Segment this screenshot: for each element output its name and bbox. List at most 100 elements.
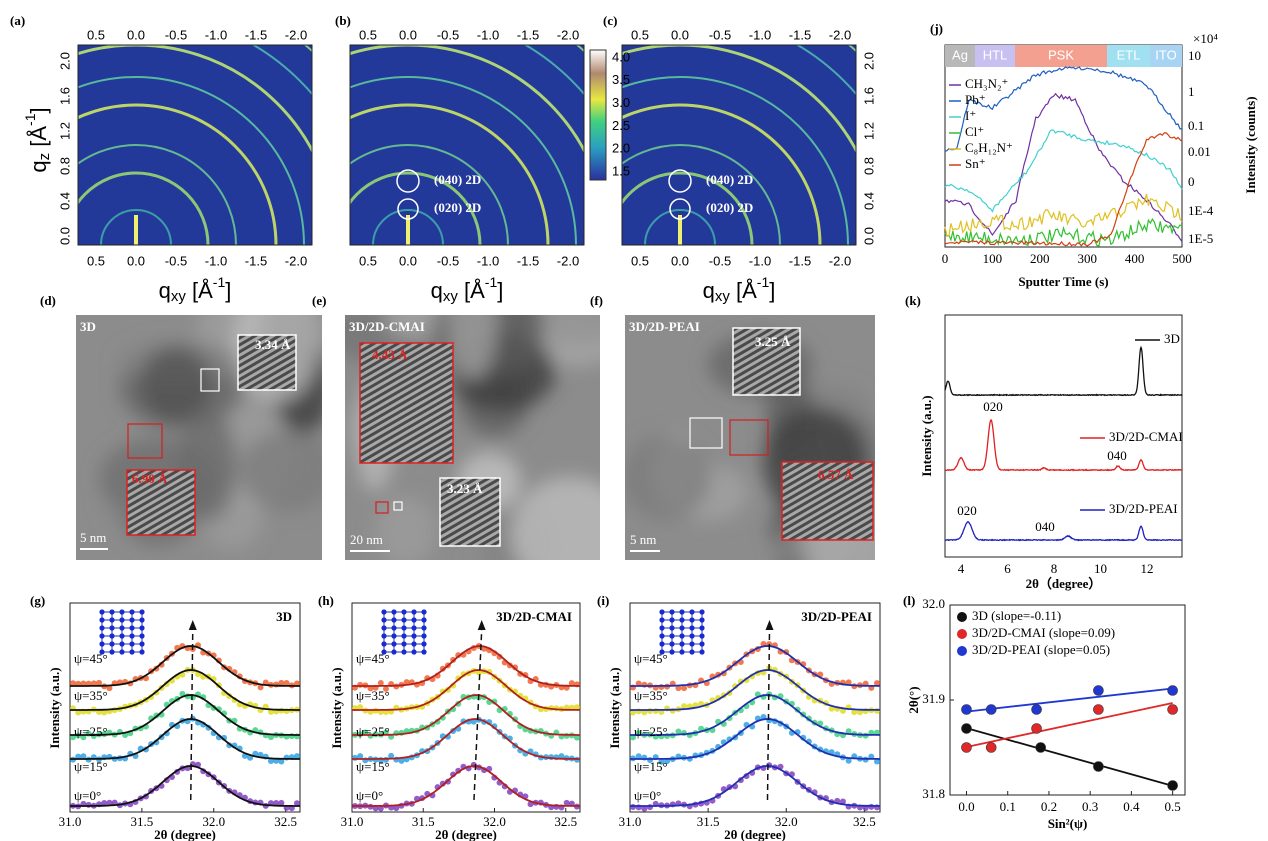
point (1167, 685, 1178, 696)
bottom-tick-label: -0.5 (709, 253, 731, 268)
lattice-atom (381, 633, 387, 639)
qz-tick-label: 0.8 (861, 157, 876, 175)
lattice-atom (699, 617, 705, 623)
legend-label: 3D (1164, 331, 1180, 346)
axis-label-part: [Å (730, 278, 757, 303)
x-axis-label: 2θ (degree) (724, 827, 786, 841)
colorbar-tick-label: 1.5 (612, 163, 630, 178)
lattice-atom (411, 625, 417, 631)
xrd-curve (944, 418, 1183, 472)
layer-band (975, 45, 1015, 67)
psi-label: ψ=45° (74, 651, 108, 666)
fit-curve (352, 645, 581, 687)
plot-frame (351, 602, 581, 813)
psi-label: ψ=15° (634, 759, 668, 774)
legend-marker (957, 646, 967, 656)
lattice-atom (679, 641, 685, 647)
arrow-head (477, 620, 486, 630)
ring (644, 209, 716, 245)
data-dot (669, 707, 676, 714)
inset (732, 327, 801, 396)
lattice-atom (699, 633, 705, 639)
axis-label-part: -1 (22, 113, 38, 126)
spacing-label: 6.57 Å (818, 467, 854, 482)
x-axis-label: 2θ（degree） (1026, 576, 1102, 591)
data-dot (80, 680, 87, 687)
lattice-atom (421, 633, 427, 639)
lattice-atom (659, 649, 665, 655)
point (961, 723, 972, 734)
legend-label: 3D/2D-PEAI (1109, 501, 1178, 516)
layer-label: ETL (1117, 47, 1141, 62)
lattice-atom (699, 641, 705, 647)
source-box (729, 419, 769, 456)
layer-band (1107, 45, 1150, 67)
panel-label: (e) (312, 293, 326, 308)
panel-label: (l) (903, 593, 915, 608)
y-axis-label: Intensity (a.u.) (47, 667, 62, 748)
fit-curve (70, 645, 300, 687)
ion-curve (944, 129, 1183, 213)
x-axis-label: 2θ (degree) (435, 827, 497, 841)
layer-label: ITO (1155, 47, 1176, 62)
colorbar-tick-label: 3.0 (612, 95, 630, 110)
lattice-atom (411, 633, 417, 639)
psi-label: ψ=25° (356, 724, 390, 739)
panel-label: (a) (10, 13, 25, 28)
x-tick-label: 100 (983, 251, 1003, 266)
y-axis-label: Intensity (counts) (1243, 96, 1258, 193)
y-axis-label: Intensity (a.u.) (329, 667, 344, 748)
bottom-tick-label: 0.5 (631, 253, 649, 268)
spacing-label: 3.23 Å (447, 481, 483, 496)
psi-label: ψ=0° (74, 788, 101, 803)
plot-frame (69, 602, 301, 813)
lattice-atom (659, 625, 665, 631)
lattice-atom (659, 609, 665, 615)
annotation: (040) 2D (706, 172, 753, 187)
lattice-atom (109, 641, 115, 647)
top-tick-label: -0.5 (165, 27, 187, 42)
point (1035, 742, 1047, 753)
data-dot (278, 758, 285, 765)
source-box (200, 368, 220, 392)
fit-curve (630, 765, 881, 807)
lattice-atom (381, 617, 387, 623)
data-dot (283, 679, 290, 686)
lattice-atom (99, 617, 105, 623)
xrd-curve (944, 345, 1183, 397)
colorbar-tick-label: 2.0 (612, 141, 630, 156)
axis-label-part: ] (769, 278, 775, 303)
data-dot (80, 753, 87, 760)
top-tick-label: 0.5 (359, 27, 377, 42)
lattice-atom (391, 609, 397, 615)
fit-line (966, 702, 1173, 748)
ion-curve (944, 66, 1183, 152)
data-dot (90, 680, 97, 687)
lattice-atom (99, 641, 105, 647)
layer-band (945, 45, 975, 67)
top-tick-label: -2.0 (557, 27, 579, 42)
lattice-atom (119, 649, 125, 655)
legend-marker (957, 629, 967, 639)
data-dot (262, 679, 269, 686)
top-tick-label: 0.0 (671, 27, 689, 42)
data-dot (273, 799, 280, 806)
lattice-atom (109, 649, 115, 655)
x-axis-label: Sin²(ψ) (1048, 816, 1088, 831)
annotation: (040) 2D (434, 172, 481, 187)
panel-label: (i) (597, 593, 609, 608)
panel-label: (h) (318, 593, 334, 608)
peak-guide (473, 629, 483, 801)
fit-curve (352, 765, 580, 807)
point (1031, 723, 1042, 734)
lattice-atom (401, 633, 407, 639)
data-dot (635, 753, 642, 760)
fit-curve (70, 718, 300, 760)
qz-tick-label: 2.0 (861, 52, 876, 70)
qz-tick-label: 1.6 (57, 87, 72, 105)
layer-label: Ag (952, 47, 968, 62)
panel-label: (c) (603, 13, 617, 28)
x-tick-label: 0.2 (1041, 799, 1057, 814)
lattice-atom (129, 625, 135, 631)
axis-label: qxy [Å-1] (431, 274, 504, 305)
